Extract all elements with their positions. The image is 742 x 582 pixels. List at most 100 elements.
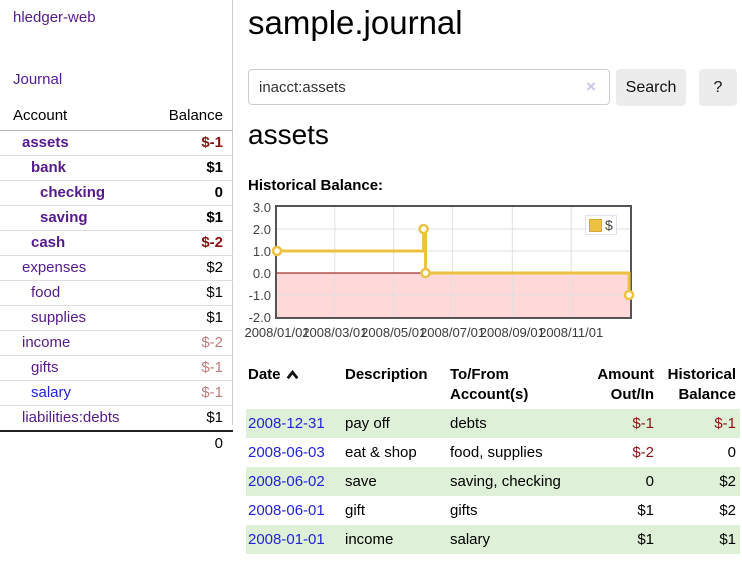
- app-title-link[interactable]: hledger-web: [13, 9, 96, 26]
- transaction-amount: $-1: [576, 409, 658, 438]
- transaction-accounts: gifts: [450, 502, 478, 519]
- account-link-assets[interactable]: assets: [22, 134, 69, 151]
- x-tick-label: 2008/01/01: [244, 325, 310, 340]
- account-row: bank $1: [0, 155, 233, 181]
- chart-legend: $: [585, 215, 617, 235]
- transaction-amount: $-2: [632, 444, 654, 461]
- account-row: income $-2: [0, 330, 233, 356]
- sidebar: hledger-web Journal Account Balance asse…: [0, 0, 233, 456]
- account-row: supplies $1: [0, 305, 233, 331]
- account-link-gifts[interactable]: gifts: [31, 359, 59, 376]
- account-link-checking[interactable]: checking: [40, 184, 106, 201]
- accounts-total-row: 0: [0, 430, 233, 456]
- transaction-date-link[interactable]: 2008-01-01: [248, 531, 325, 548]
- transaction-accounts: debts: [448, 409, 576, 438]
- account-row: salary $-1: [0, 380, 233, 406]
- account-balance: $-2: [151, 330, 233, 356]
- sidebar-item-journal[interactable]: Journal: [13, 71, 63, 88]
- transaction-accounts: salary: [448, 525, 576, 554]
- search-button[interactable]: Search: [616, 69, 686, 106]
- transaction-accounts: saving, checking: [448, 467, 576, 496]
- account-balance: $1: [151, 155, 233, 181]
- account-balance: $-1: [201, 134, 223, 151]
- accounts-header: Account: [0, 103, 152, 131]
- transaction-description: income: [343, 525, 448, 554]
- legend-label: $: [605, 217, 613, 233]
- chart-canvas: [271, 207, 635, 317]
- y-tick-label: 1.0: [252, 244, 271, 259]
- chart-plot-area: $: [271, 205, 635, 319]
- account-link-cash[interactable]: cash: [31, 234, 66, 251]
- x-tick-label: 2008/03/01: [302, 325, 368, 340]
- y-tick-label: -2.0: [248, 310, 271, 325]
- account-row: cash $-2: [0, 230, 233, 256]
- account-link-salary[interactable]: salary: [31, 384, 72, 401]
- y-tick-label: 3.0: [252, 200, 271, 215]
- account-balance: 0: [151, 180, 233, 206]
- account-link-food[interactable]: food: [31, 284, 61, 301]
- transaction-balance: $-1: [658, 409, 740, 438]
- transaction-balance: 0: [727, 444, 736, 461]
- account-balance: $-1: [151, 380, 233, 406]
- account-row: liabilities:debts $1: [0, 405, 233, 431]
- search-help-button[interactable]: ?: [699, 69, 737, 106]
- historical-balance-chart: $ 3.0 2.0 1.0 0.0 -1.0 -2.0 2008/01/01 2008/03/…: [244, 200, 718, 347]
- x-tick-label: 2008/07/01: [419, 325, 486, 340]
- account-row: saving $1: [0, 205, 233, 231]
- register-row: 2008-01-01 income salary $1 $1: [246, 525, 740, 554]
- transaction-date-link[interactable]: 2008-06-03: [248, 444, 325, 461]
- account-row: checking 0: [0, 180, 233, 206]
- account-balance: $1: [151, 405, 233, 431]
- account-balance: $2: [151, 255, 233, 281]
- register-header-date[interactable]: Date: [246, 363, 343, 409]
- account-link-income[interactable]: income: [22, 334, 71, 351]
- account-balance: $1: [151, 205, 233, 231]
- chart-heading: Historical Balance:: [248, 177, 384, 194]
- account-row: expenses $2: [0, 255, 233, 281]
- transaction-accounts: food, supplies: [450, 444, 543, 461]
- y-tick-label: 0.0: [252, 266, 271, 281]
- search-input[interactable]: [248, 69, 610, 105]
- account-link-bank[interactable]: bank: [31, 159, 67, 176]
- transaction-description: pay off: [343, 409, 448, 438]
- transaction-balance: $2: [719, 502, 736, 519]
- register-header-accounts: To/From Account(s): [450, 366, 529, 403]
- transaction-date-link[interactable]: 2008-12-31: [248, 415, 325, 432]
- balance-header: Balance: [151, 103, 233, 131]
- register-row: 2008-12-31 pay off debts $-1 $-1: [246, 409, 740, 438]
- accounts-table: Account Balance assets $-1 bank $1 check…: [0, 103, 233, 456]
- x-tick-label: 2008/09/01: [479, 325, 545, 340]
- account-row: food $1: [0, 280, 233, 306]
- page-title: sample.journal: [248, 4, 463, 41]
- account-link-saving[interactable]: saving: [40, 209, 88, 226]
- transaction-date-link[interactable]: 2008-06-02: [248, 473, 325, 490]
- transaction-amount: $1: [576, 525, 658, 554]
- clear-search-icon[interactable]: ×: [586, 77, 596, 96]
- account-balance: $-1: [151, 355, 233, 381]
- register-table: Date Description To/From Account(s) Amou…: [246, 363, 740, 554]
- transaction-balance: $1: [658, 525, 740, 554]
- accounts-total-value: 0: [151, 430, 233, 456]
- account-balance: $1: [151, 305, 233, 331]
- transaction-description: eat & shop: [345, 444, 417, 461]
- account-link-expenses[interactable]: expenses: [22, 259, 87, 276]
- account-balance: $-2: [151, 230, 233, 256]
- transaction-amount: 0: [576, 467, 658, 496]
- register-header-amount: Amount Out/In: [597, 366, 654, 403]
- x-tick-label: 2008/05/01: [361, 325, 427, 340]
- legend-swatch: [589, 218, 602, 232]
- register-header-description: Description: [345, 366, 428, 383]
- sort-ascending-icon: [286, 366, 299, 386]
- register-row: 2008-06-01 gift gifts $1 $2: [246, 496, 740, 525]
- y-tick-label: -1.0: [248, 288, 271, 303]
- y-tick-label: 2.0: [252, 222, 271, 237]
- account-heading: assets: [248, 119, 329, 150]
- account-row: assets $-1: [0, 131, 233, 156]
- transaction-date-link[interactable]: 2008-06-01: [248, 502, 325, 519]
- account-row: gifts $-1: [0, 355, 233, 381]
- transaction-amount: $1: [637, 502, 654, 519]
- transaction-balance: $2: [658, 467, 740, 496]
- account-link-liabilities-debts[interactable]: liabilities:debts: [22, 409, 120, 426]
- account-link-supplies[interactable]: supplies: [31, 309, 87, 326]
- register-row: 2008-06-02 save saving, checking 0 $2: [246, 467, 740, 496]
